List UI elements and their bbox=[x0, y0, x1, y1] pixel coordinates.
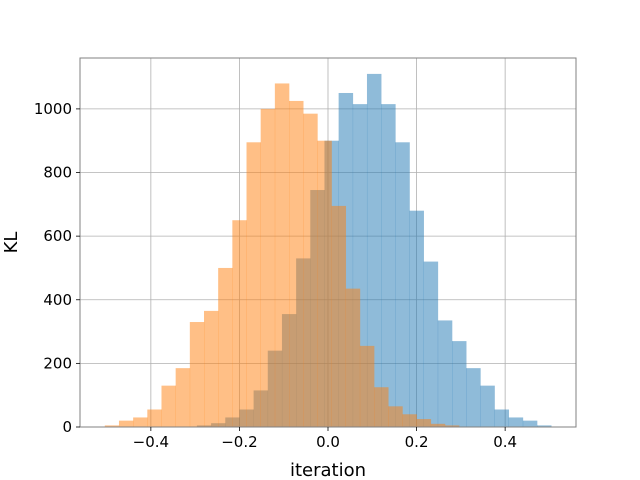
histogram-bar-series-2 bbox=[402, 414, 417, 427]
y-tick-label: 400 bbox=[43, 291, 72, 309]
histogram-bar-series-2 bbox=[218, 267, 233, 427]
histogram-bar-series-2 bbox=[359, 345, 375, 427]
x-tick-label: 0.0 bbox=[316, 433, 340, 451]
histogram-bar-series-2 bbox=[289, 100, 304, 427]
x-axis-label: iteration bbox=[290, 460, 366, 480]
histogram-bar-series-2 bbox=[374, 387, 389, 427]
histogram-bar-series-2 bbox=[331, 205, 347, 427]
histogram-bar-series-2 bbox=[303, 113, 318, 428]
histogram-bar-series-1 bbox=[452, 341, 467, 427]
histogram-bar-series-2 bbox=[444, 425, 460, 427]
histogram-bar-series-2 bbox=[118, 420, 134, 427]
x-tick-label: −0.2 bbox=[221, 433, 257, 451]
histogram-bar-series-2 bbox=[189, 322, 205, 427]
histogram-bar-series-2 bbox=[232, 220, 247, 427]
histogram-bar-series-2 bbox=[260, 108, 276, 428]
histogram-bar-series-2 bbox=[416, 419, 432, 427]
histogram-bar-series-2 bbox=[430, 423, 446, 427]
histogram-bar-series-2 bbox=[104, 425, 120, 427]
histogram-bar-series-2 bbox=[204, 310, 219, 427]
histogram-bar-series-2 bbox=[388, 406, 403, 427]
y-tick-label: 0 bbox=[62, 418, 72, 436]
y-axis-label: KL bbox=[1, 232, 22, 254]
histogram-bar-series-2 bbox=[133, 417, 148, 427]
y-tick-label: 800 bbox=[43, 164, 72, 182]
histogram-bar-series-2 bbox=[345, 288, 361, 427]
histogram-bar-series-2 bbox=[161, 385, 176, 427]
x-tick-label: 0.2 bbox=[405, 433, 429, 451]
histogram-bar-series-1 bbox=[537, 425, 552, 427]
histogram-bar-series-1 bbox=[437, 320, 453, 427]
x-tick-label: −0.4 bbox=[133, 433, 169, 451]
y-tick-label: 200 bbox=[43, 354, 72, 372]
y-tick-label: 600 bbox=[43, 227, 72, 245]
histogram-bar-series-1 bbox=[466, 368, 481, 427]
histogram-bar-series-1 bbox=[381, 104, 396, 427]
histogram-bar-series-2 bbox=[274, 83, 290, 427]
y-tick-label: 1000 bbox=[34, 100, 72, 118]
histogram-bar-series-1 bbox=[522, 420, 538, 427]
histogram-bar-series-1 bbox=[409, 210, 424, 427]
histogram-bar-series-1 bbox=[494, 409, 509, 427]
histogram-bar-series-2 bbox=[175, 368, 191, 427]
histogram-bar-series-1 bbox=[480, 385, 495, 427]
histogram-bar-series-1 bbox=[508, 417, 524, 427]
histogram-bar-series-1 bbox=[395, 142, 410, 427]
histogram-bar-series-2 bbox=[246, 142, 261, 427]
histogram-bar-series-1 bbox=[423, 261, 439, 427]
histogram-bar-series-2 bbox=[147, 409, 162, 427]
histogram-bar-series-1 bbox=[366, 73, 382, 427]
x-tick-label: 0.4 bbox=[493, 433, 517, 451]
histogram-bar-series-2 bbox=[317, 140, 332, 427]
